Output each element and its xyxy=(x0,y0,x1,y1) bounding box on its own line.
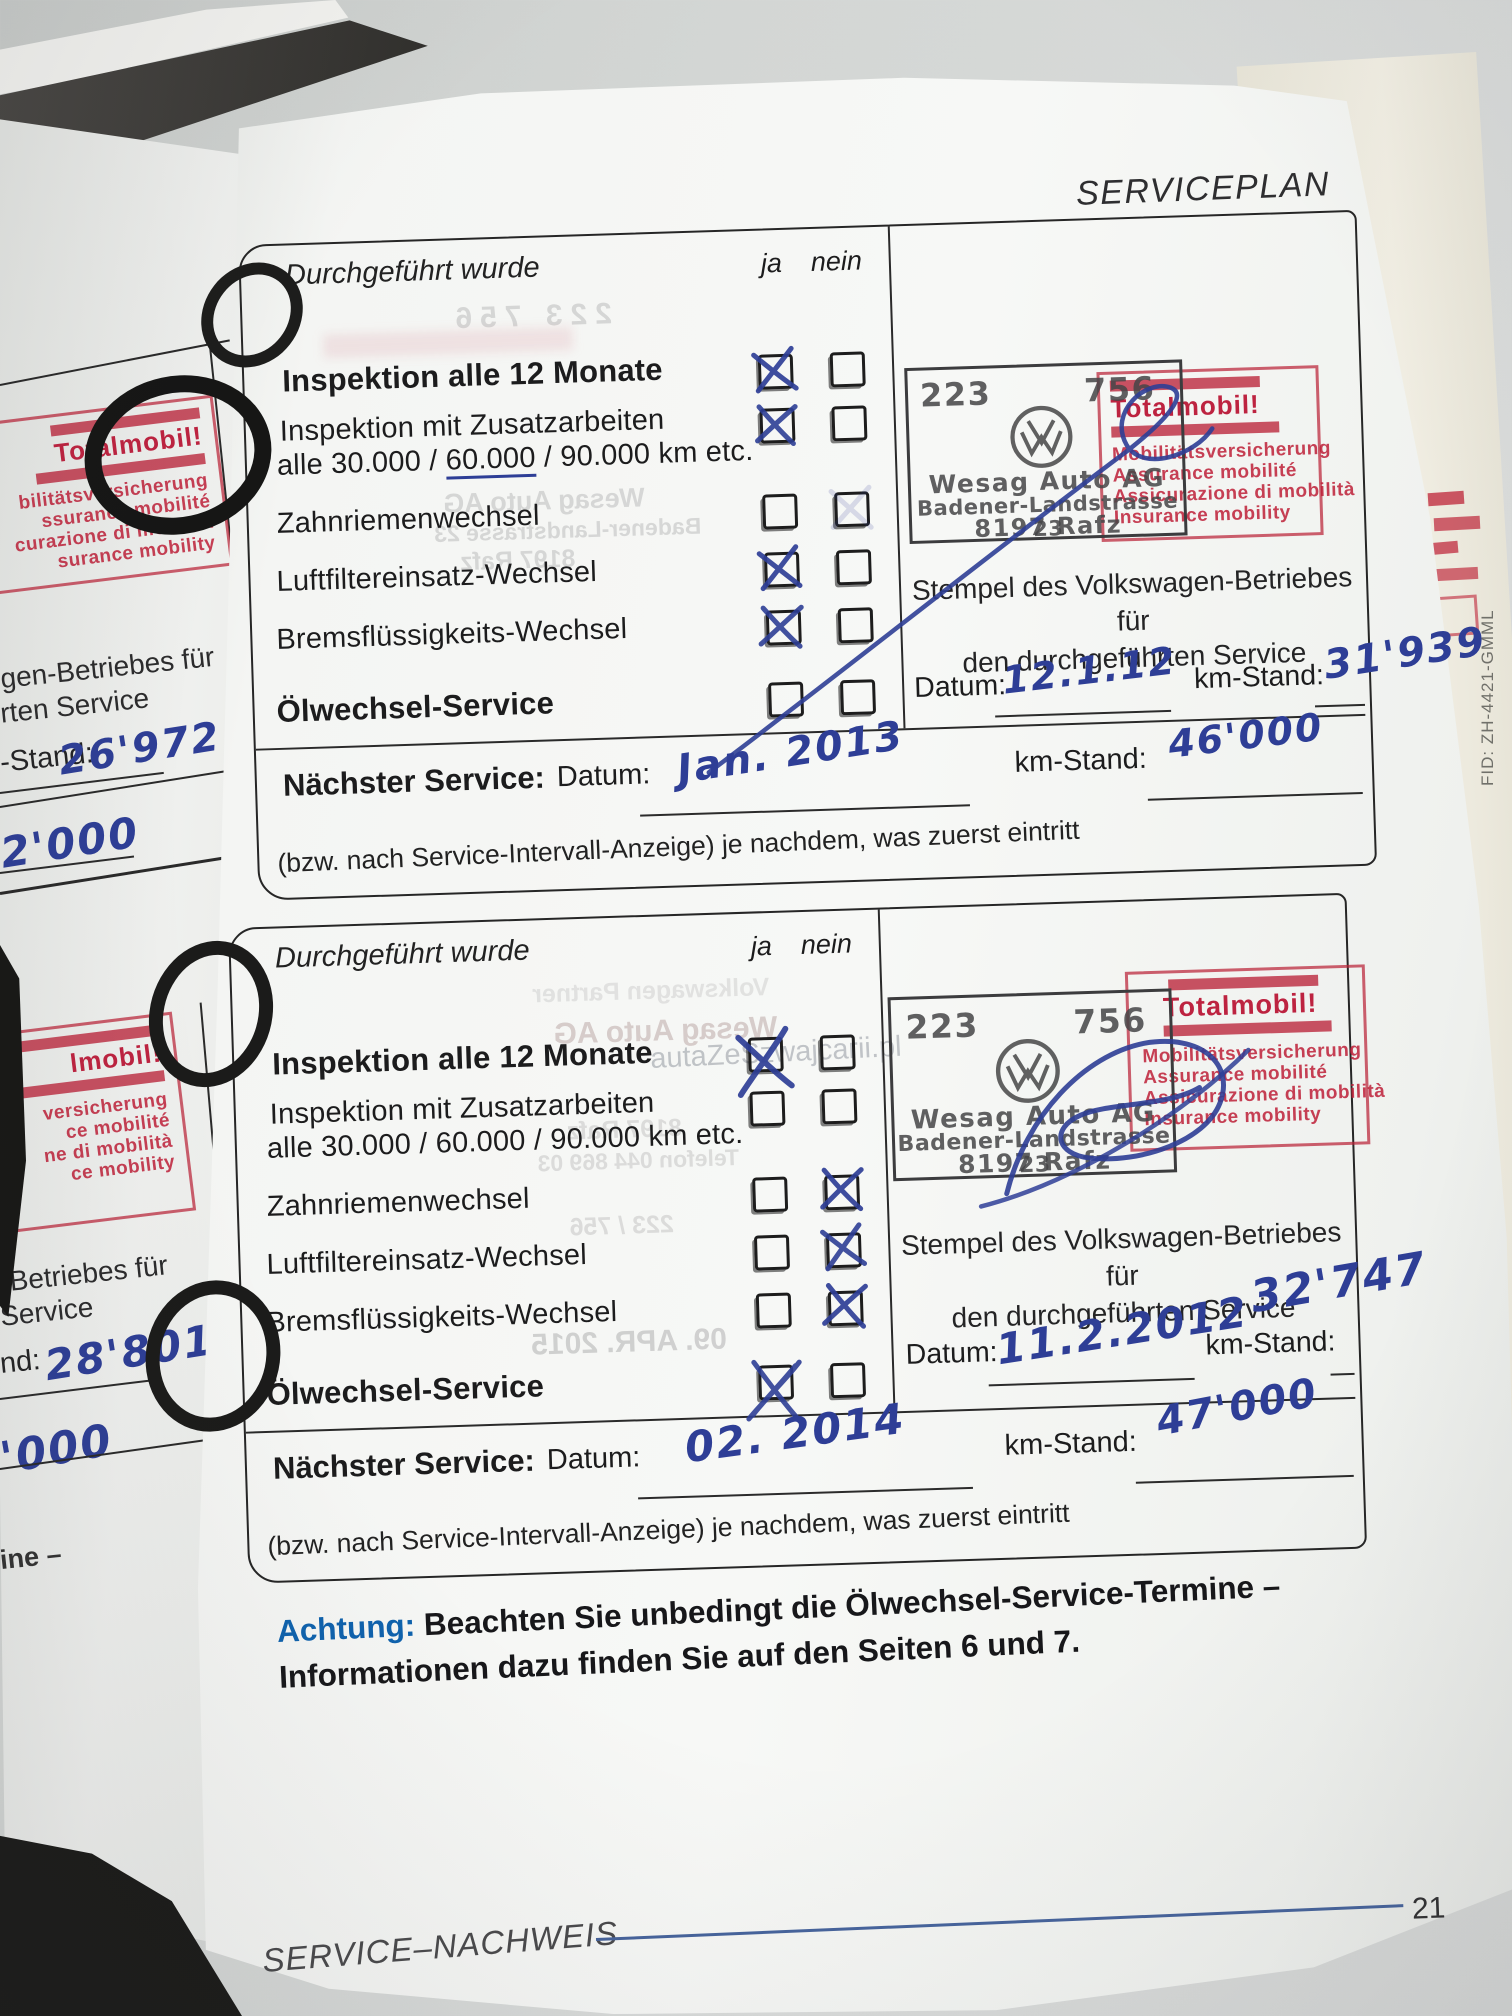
dealer-stamp: 223 756 Wesag Auto AG Badener-Landstrass… xyxy=(887,988,1178,1182)
checkbox-luftfilter-nein[interactable] xyxy=(835,549,872,586)
dealer-code-right: 756 xyxy=(1083,369,1156,410)
service-record-1: Durchgeführt wurde ja nein 223 756 Wesag… xyxy=(238,209,1489,901)
dealer-code-left: 223 xyxy=(904,1005,980,1047)
km-label: km-Stand: xyxy=(1193,659,1325,696)
handwritten-next-km: 47'000 xyxy=(1152,1369,1322,1446)
handwritten-next-date: Jan. 2013 xyxy=(674,712,908,794)
checkbox-oel-nein[interactable] xyxy=(829,1362,867,1399)
page-number: 21 xyxy=(1411,1891,1446,1926)
totalmobil-title: Totalmobil! xyxy=(1162,987,1318,1023)
dealer-stamp: 223 756 Wesag Auto AG Badener-Landstrass… xyxy=(904,359,1188,545)
left-km-label: nd: xyxy=(0,1343,42,1381)
pink-smudge xyxy=(322,326,574,359)
next-service-label: Nächster Service: xyxy=(282,759,546,803)
checkbox-zahnriemen-ja[interactable] xyxy=(762,493,799,530)
vw-logo-icon xyxy=(1006,402,1076,472)
next-service-label: Nächster Service: xyxy=(272,1442,536,1486)
datum-label: Datum: xyxy=(556,758,651,794)
pen-underlined-60000: 60.000 xyxy=(445,441,537,480)
dealer-code-right: 756 xyxy=(1072,1000,1148,1042)
checkbox-oel-ja[interactable] xyxy=(768,681,805,718)
check-x-mark xyxy=(747,394,805,452)
km-label: km-Stand: xyxy=(1014,742,1148,779)
ghost-x-mark xyxy=(823,479,879,535)
datum-label: Datum: xyxy=(913,669,1007,704)
dealer-code-left: 223 xyxy=(919,374,992,415)
checkbox-inspektion-nein[interactable] xyxy=(819,1034,856,1071)
checkbox-luftfilter-ja[interactable] xyxy=(753,1234,791,1271)
ghost-text: Volkswagen Partner xyxy=(531,973,770,1009)
datum-label: Datum: xyxy=(546,1441,641,1477)
interval-note: (bzw. nach Service-Intervall-Anzeige) je… xyxy=(276,814,1081,879)
check-x-mark xyxy=(745,340,804,399)
no-column-label: nein xyxy=(800,928,853,961)
done-header: Durchgeführt wurde xyxy=(274,934,531,975)
no-column-label: nein xyxy=(810,245,863,278)
item-zahnriemenwechsel: Zahnriemenwechsel xyxy=(266,1182,531,1223)
km-label: km-Stand: xyxy=(1004,1425,1138,1462)
ghost-text: 223 / 756 xyxy=(569,1210,675,1242)
item-oelwechsel-service: Ölwechsel-Service xyxy=(276,685,555,730)
yes-column-label: ja xyxy=(760,247,783,279)
item-luftfiltereinsatz: Luftfiltereinsatz-Wechsel xyxy=(276,555,598,598)
item-inspektion-12-monate: Inspektion alle 12 Monate xyxy=(281,351,664,399)
check-x-mark xyxy=(753,597,810,654)
achtung-label: Achtung: xyxy=(276,1606,416,1649)
handwritten-km: '000 xyxy=(0,1414,117,1485)
yes-column-label: ja xyxy=(750,930,773,962)
checkbox-oel-nein[interactable] xyxy=(839,679,877,716)
item-bremsfluessigkeit: Bremsflüssigkeits-Wechsel xyxy=(275,612,628,656)
check-x-mark xyxy=(750,538,808,596)
column-divider xyxy=(887,226,906,729)
caption-line: Stempel des Volkswagen-Betriebes für xyxy=(911,561,1353,637)
check-x-mark xyxy=(740,1348,810,1427)
item-oelwechsel-service: Ölwechsel-Service xyxy=(266,1368,545,1413)
checkbox-zusatz-nein[interactable] xyxy=(831,405,868,442)
left-text-fragment: ine – xyxy=(0,1538,63,1576)
item-inspektion-12-monate: Inspektion alle 12 Monate xyxy=(271,1034,654,1082)
handwritten-next-km: 46'000 xyxy=(1165,704,1326,767)
checkbox-inspektion-nein[interactable] xyxy=(829,351,866,388)
text: alle 30.000 / xyxy=(276,444,447,482)
text: / 90.000 km etc. xyxy=(535,434,754,474)
check-x-mark xyxy=(813,1160,869,1216)
done-header: Durchgeführt wurde xyxy=(284,251,541,292)
check-x-mark xyxy=(816,1275,874,1333)
check-x-mark xyxy=(723,1015,803,1104)
datum-label: Datum: xyxy=(905,1336,999,1371)
checkbox-brems-ja[interactable] xyxy=(755,1292,792,1329)
handwritten-km: 2'000 xyxy=(0,807,143,878)
left-caption: Service xyxy=(0,1291,95,1332)
interval-note: (bzw. nach Service-Intervall-Anzeige) je… xyxy=(266,1497,1071,1562)
vw-logo-icon xyxy=(992,1035,1064,1107)
checkbox-zahnriemen-ja[interactable] xyxy=(752,1176,789,1213)
checkbox-zusatz-nein[interactable] xyxy=(821,1088,858,1125)
km-label: km-Stand: xyxy=(1205,1325,1336,1362)
check-x-mark xyxy=(813,1216,873,1276)
checkbox-brems-nein[interactable] xyxy=(837,607,874,644)
service-record-2: Durchgeführt wurde ja nein Volkswagen Pa… xyxy=(228,892,1431,1584)
fid-vertical-text: FID: ZH-4421-GMML xyxy=(1478,609,1497,786)
item-luftfiltereinsatz: Luftfiltereinsatz-Wechsel xyxy=(266,1238,588,1281)
